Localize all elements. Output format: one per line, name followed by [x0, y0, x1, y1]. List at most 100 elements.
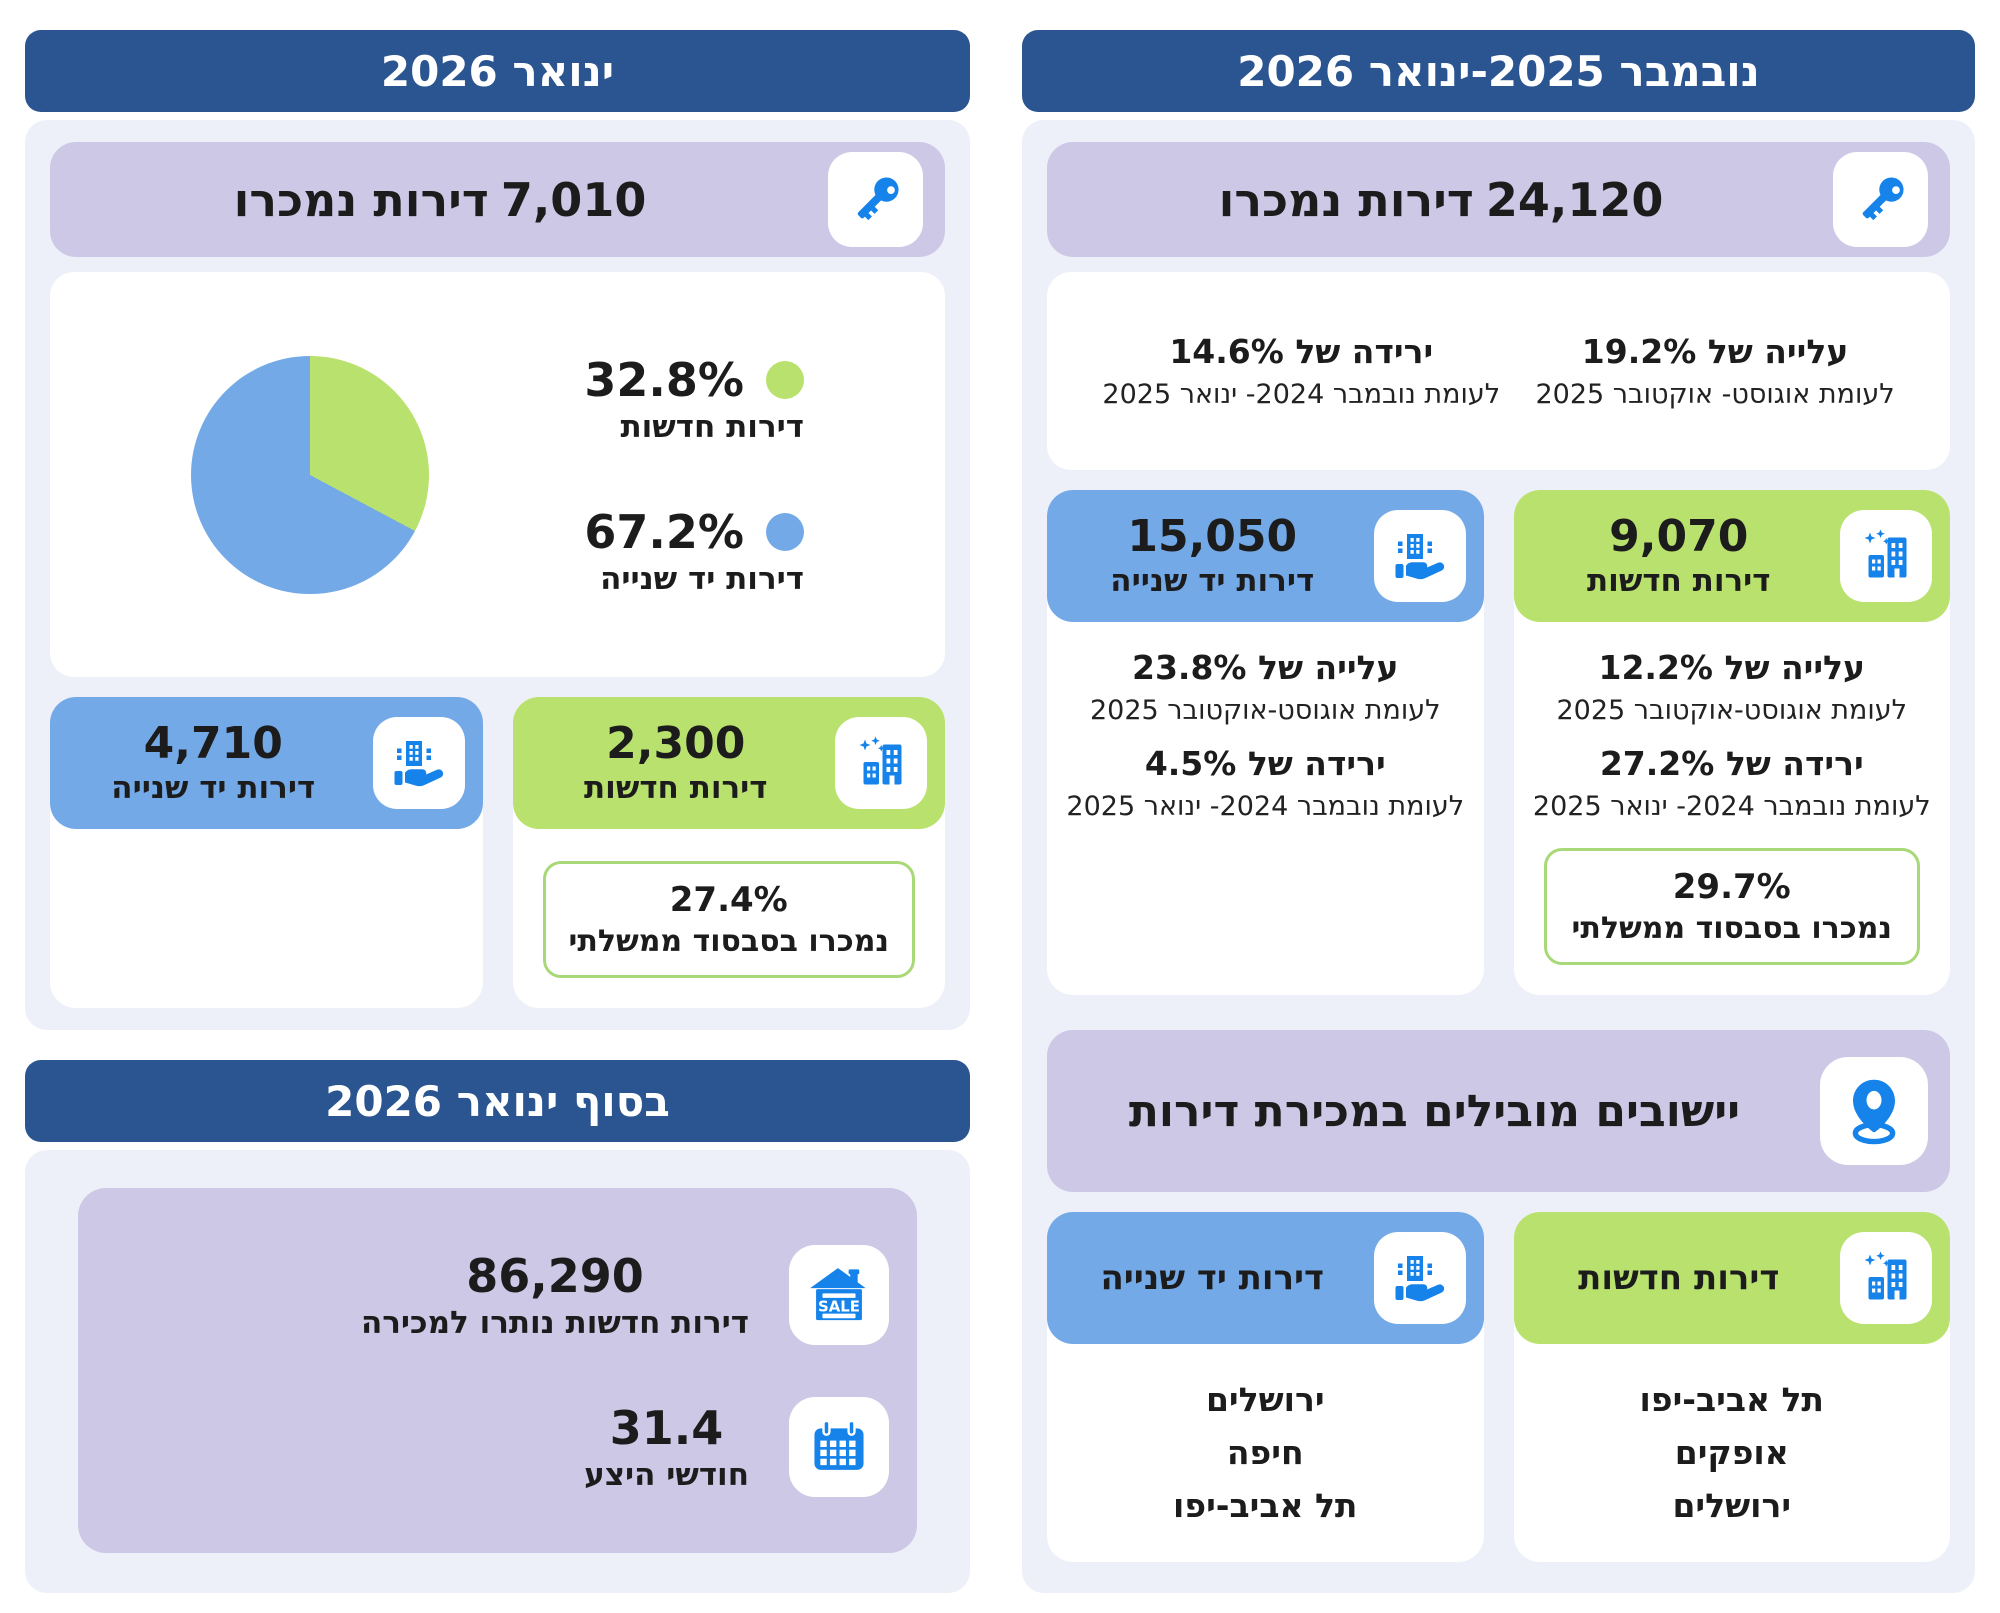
january-secondhand-value: 4,710: [143, 718, 283, 770]
legend-label-secondhand: דירות יד שנייה: [600, 560, 804, 597]
leading-secondhand-icon-tile: [1373, 1232, 1466, 1324]
leading-secondhand-column: דירות יד שנייה ירושלים חיפה תל אביב-יפו: [1047, 1212, 1484, 1563]
calendar-icon: [814, 1419, 864, 1470]
leading-localities-title: יישובים מובילים במכירת דירות: [1128, 1085, 1741, 1137]
secondhand-label: דירות יד שנייה: [1110, 562, 1315, 599]
remaining-row: 86,290 דירות חדשות נותרו למכירה SALE: [106, 1244, 889, 1345]
city-item: תל אביב-יפו: [1639, 1380, 1824, 1419]
total-sold-card: 24,120דירות נמכרו: [1047, 142, 1950, 257]
january-sold-text: 7,010דירות נמכרו: [72, 173, 808, 227]
january-new-value: 2,300: [606, 718, 746, 770]
pie-chart: [191, 355, 430, 594]
leading-new-column: דירות חדשות תל אביב-יפו אופקים ירושלים: [1513, 1212, 1950, 1563]
secondhand-column: 15,050 דירות יד שנייה עלייה של 23.8% לעו…: [1047, 490, 1484, 995]
total-sold-text: 24,120דירות נמכרו: [1069, 173, 1813, 227]
location-pin-icon: [1852, 1079, 1896, 1145]
secondhand-decrease-sub: לעומת נובמבר 2024- ינואר 2025: [1066, 791, 1465, 822]
january-secondhand-box: 4,710 דירות יד שנייה: [50, 697, 483, 829]
legend-item-new: 32.8% דירות חדשות: [540, 353, 804, 445]
new-apartments-column: 9,070 דירות חדשות עלייה של 12.2% לעומת א…: [1513, 490, 1951, 995]
leading-secondhand-header: דירות יד שנייה: [1065, 1258, 1360, 1299]
subsidy-box-january: 27.4% נמכרו בסבסוד ממשלתי: [542, 861, 915, 978]
total-sold-label: דירות נמכרו: [1218, 172, 1474, 227]
city-item: ירושלים: [1672, 1485, 1792, 1525]
january-secondhand-stat: 4,710 דירות יד שנייה: [68, 719, 359, 807]
hand-holding-buildings-icon: [394, 741, 443, 787]
period-panel-header: נובמבר 2025-ינואר 2026: [1022, 30, 1975, 112]
total-sold-changes-card: עלייה של 19.2% לעומת אוגוסט- אוקטובר 202…: [1047, 272, 1950, 470]
city-item: תל אביב-יפו: [1173, 1485, 1358, 1525]
new-building-icon-tile: [1840, 510, 1932, 602]
house-sale-icon-tile: SALE: [789, 1244, 889, 1345]
period-panel-body: 24,120דירות נמכרו עלייה של 19.2% לעומת א…: [1022, 120, 1975, 1593]
secondhand-details: עלייה של 23.8% לעומת אוגוסט-אוקטובר 2025…: [1047, 622, 1484, 852]
total-increase-change: עלייה של 19.2% לעומת אוגוסט- אוקטובר 202…: [1536, 332, 1895, 410]
total-increase-headline: עלייה של 19.2%: [1581, 332, 1849, 371]
january-secondhand-label: דירות יד שנייה: [111, 769, 316, 806]
supply-stat: 31.4 חודשי היצע: [584, 1401, 749, 1493]
new-decrease-change: ירידה של 27.2% לעומת נובמבר 2024- ינואר …: [1532, 744, 1933, 822]
leading-secondhand-cities: ירושלים חיפה תל אביב-יפו: [1047, 1344, 1484, 1562]
total-increase-sub: לעומת אוגוסט- אוקטובר 2025: [1535, 379, 1895, 410]
hand-holding-buildings-icon: [1395, 1256, 1444, 1302]
secondhand-increase-change: עלייה של 23.8% לעומת אוגוסט-אוקטובר 2025: [1065, 648, 1466, 726]
secondhand-decrease-change: ירידה של 4.5% לעומת נובמבר 2024- ינואר 2…: [1065, 744, 1466, 822]
total-decrease-sub: לעומת נובמבר 2024- ינואר 2025: [1102, 379, 1501, 410]
legend-item-secondhand: 67.2% דירות יד שנייה: [540, 505, 804, 597]
leading-new-box: דירות חדשות: [1513, 1212, 1950, 1344]
total-sold-value: 24,120: [1485, 172, 1664, 227]
new-apartments-stat: 9,070 דירות חדשות: [1532, 512, 1827, 600]
january-secondhand-icon-tile: [372, 717, 465, 809]
calendar-icon-tile: [789, 1396, 889, 1497]
new-increase-change: עלייה של 12.2% לעומת אוגוסט-אוקטובר 2025: [1532, 648, 1933, 726]
new-apartments-details: עלייה של 12.2% לעומת אוגוסט-אוקטובר 2025…: [1514, 622, 1951, 995]
legend-dot-blue: [765, 512, 804, 551]
january-new-label: דירות חדשות: [584, 769, 768, 806]
sale-sign-text: SALE: [818, 1297, 860, 1315]
legend-dot-green: [765, 360, 804, 399]
leading-new-header: דירות חדשות: [1532, 1258, 1827, 1299]
hand-holding-buildings-icon: [1395, 534, 1444, 580]
city-item: אופקים: [1674, 1432, 1789, 1472]
january-secondhand-column: 4,710 דירות יד שנייה: [50, 697, 483, 1008]
january-header: ינואר 2026: [25, 30, 970, 112]
remaining-value: 86,290: [466, 1248, 644, 1303]
january-secondhand-details: [50, 829, 483, 885]
secondhand-increase-headline: עלייה של 23.8%: [1131, 648, 1399, 687]
subsidy-label-january: נמכרו בסבסוד ממשלתי: [568, 924, 890, 959]
january-panel: ינואר 2026 7,010דירות נמכרו: [25, 30, 970, 1593]
new-apartments-value: 9,070: [1609, 511, 1749, 563]
location-icon-tile: [1820, 1057, 1928, 1165]
leading-localities-card: יישובים מובילים במכירת דירות: [1047, 1030, 1950, 1192]
subsidy-box-period: 29.7% נמכרו בסבסוד ממשלתי: [1543, 848, 1920, 965]
supply-label: חודשי היצע: [584, 1456, 749, 1493]
remaining-label: דירות חדשות נותרו למכירה: [360, 1304, 749, 1341]
january-new-icon-tile: [835, 717, 927, 809]
january-sold-value: 7,010: [500, 172, 647, 227]
january-sold-card: 7,010דירות נמכרו: [50, 142, 945, 257]
end-january-card: 86,290 דירות חדשות נותרו למכירה SALE: [78, 1188, 917, 1553]
remaining-stat: 86,290 דירות חדשות נותרו למכירה: [361, 1249, 749, 1341]
new-increase-headline: עלייה של 12.2%: [1598, 648, 1865, 687]
january-new-details: 27.4% נמכרו בסבסוד ממשלתי: [513, 829, 946, 1008]
january-stat-columns: 2,300 דירות חדשות 27.4% נמכרו בסבסוד ממש…: [50, 697, 945, 1008]
period-stat-columns: 9,070 דירות חדשות עלייה של 12.2% לעומת א…: [1047, 490, 1950, 995]
subsidy-pct-period: 29.7%: [1672, 867, 1791, 907]
end-january-header: בסוף ינואר 2026: [25, 1060, 970, 1142]
legend-pct-secondhand: 67.2%: [584, 504, 744, 559]
january-new-stat: 2,300 דירות חדשות: [531, 719, 822, 807]
sales-mix-card: 32.8% דירות חדשות 67.2% דירות יד שנייה: [50, 272, 945, 677]
supply-row: 31.4 חודשי היצע: [106, 1396, 889, 1497]
secondhand-stat: 15,050 דירות יד שנייה: [1065, 512, 1360, 600]
secondhand-box: 15,050 דירות יד שנייה: [1047, 490, 1484, 622]
leading-columns: דירות חדשות תל אביב-יפו אופקים ירושלים: [1047, 1212, 1950, 1563]
period-panel: נובמבר 2025-ינואר 2026 24,1: [1022, 30, 1975, 1593]
sparkling-building-icon: [1864, 529, 1907, 578]
pie-legend: 32.8% דירות חדשות 67.2% דירות יד שנייה: [540, 353, 804, 597]
subsidy-pct-january: 27.4%: [669, 880, 788, 920]
legend-pct-new: 32.8%: [584, 352, 744, 407]
city-item: ירושלים: [1205, 1380, 1325, 1419]
secondhand-decrease-headline: ירידה של 4.5%: [1144, 744, 1386, 783]
sparkling-building-icon: [1864, 1251, 1907, 1300]
secondhand-value: 15,050: [1127, 511, 1298, 563]
